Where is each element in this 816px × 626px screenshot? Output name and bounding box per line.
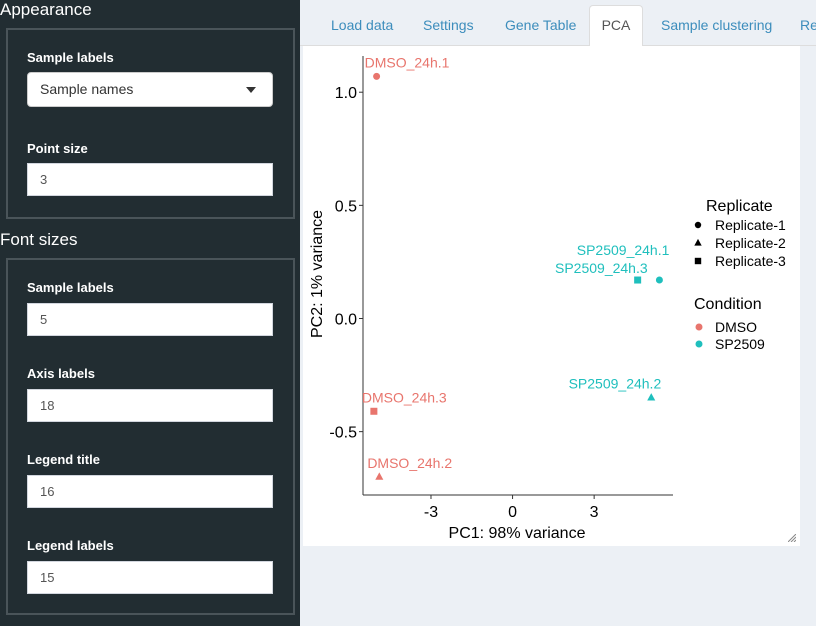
y-axis-label: PC2: 1% variance: [309, 210, 326, 338]
legend-condition-swatch: [695, 340, 703, 348]
x-tick-label: -3: [424, 504, 438, 521]
data-points: [370, 72, 663, 480]
sample-labels-label: Sample labels: [27, 50, 114, 65]
data-point: [647, 393, 656, 401]
resize-handle-icon[interactable]: [788, 534, 796, 542]
data-point: [373, 72, 381, 80]
legend-condition-title: Condition: [694, 296, 762, 313]
legend: Replicate Replicate-1Replicate-2Replicat…: [694, 198, 786, 352]
point-size-input[interactable]: 3: [27, 163, 273, 196]
tab-report[interactable]: Re: [800, 17, 816, 33]
data-point: [634, 276, 642, 284]
data-point: [655, 276, 663, 284]
chevron-down-icon: [246, 87, 256, 93]
tab-sample-clustering[interactable]: Sample clustering: [661, 17, 773, 33]
font-sample-labels-label: Sample labels: [27, 280, 114, 295]
legend-replicate-label: Replicate-3: [715, 253, 786, 269]
tab-settings[interactable]: Settings: [423, 17, 474, 33]
plot-axes: [362, 56, 673, 496]
point-label: DMSO_24h.3: [362, 389, 447, 405]
legend-circle-icon: [694, 221, 702, 229]
tab-bar: Load data Settings Gene Table PCA Sample…: [300, 0, 816, 47]
legend-triangle-icon: [694, 238, 702, 246]
x-axis-label: PC1: 98% variance: [449, 525, 586, 542]
point-label: DMSO_24h.1: [365, 54, 450, 70]
axis-labels-input[interactable]: 18: [27, 389, 273, 422]
pca-plot-panel: 1.0 0.5 0.0 -0.5 -3 0 3 DMSO_24h.1 DMSO_24h.2 D…: [303, 46, 800, 546]
legend-square-icon: [694, 257, 702, 265]
point-label: SP2509_24h.2: [569, 376, 662, 392]
font-sample-labels-input[interactable]: 5: [27, 303, 273, 336]
point-label: SP2509_24h.3: [555, 260, 648, 276]
legend-replicate-items: Replicate-1 Replicate-2 Replicate-3: [694, 217, 786, 269]
legend-title-input[interactable]: 16: [27, 475, 273, 508]
tab-pca[interactable]: PCA: [589, 5, 643, 47]
legend-condition-label: DMSO: [715, 319, 757, 335]
point-size-label: Point size: [27, 141, 88, 156]
appearance-panel: Sample labels Sample names Point size 3: [6, 28, 295, 219]
tab-gene-table[interactable]: Gene Table: [505, 17, 577, 33]
x-ticks: -3 0 3: [424, 495, 599, 521]
sample-labels-select[interactable]: Sample names: [27, 72, 273, 107]
sidebar: Appearance Sample labels Sample names Po…: [0, 0, 300, 626]
legend-condition-swatch: [695, 323, 703, 331]
font-sizes-panel: Sample labels 5 Axis labels 18 Legend ti…: [6, 258, 295, 615]
legend-title-label: Legend title: [27, 452, 100, 467]
legend-labels-label: Legend labels: [27, 538, 114, 553]
data-point: [370, 407, 378, 415]
y-tick-label: 1.0: [335, 85, 357, 102]
point-labels: DMSO_24h.1 DMSO_24h.2 DMSO_24h.3 SP2509_24h…: [362, 54, 670, 471]
y-ticks: 1.0 0.5 0.0 -0.5: [329, 85, 363, 442]
appearance-section-title: Appearance: [0, 0, 92, 19]
point-label: DMSO_24h.2: [367, 455, 452, 471]
y-tick-label: 0.5: [335, 198, 357, 215]
sample-labels-select-value: Sample names: [40, 81, 134, 97]
legend-replicate-label: Replicate-2: [715, 235, 786, 251]
font-sizes-section-title: Font sizes: [0, 230, 78, 249]
axis-labels-label: Axis labels: [27, 366, 95, 381]
legend-labels-input[interactable]: 15: [27, 561, 273, 594]
x-tick-label: 0: [508, 504, 517, 521]
legend-condition-label: SP2509: [715, 336, 765, 352]
data-point: [375, 472, 384, 480]
legend-replicate-label: Replicate-1: [715, 217, 786, 233]
x-tick-label: 3: [590, 504, 599, 521]
point-label: SP2509_24h.1: [577, 242, 670, 258]
y-tick-label: -0.5: [329, 425, 357, 442]
legend-replicate-title: Replicate: [706, 198, 773, 215]
pca-plot: 1.00.50.0-0.5 -3 0 3 DMSO_24h.1DMSO_24h.2D…: [309, 54, 786, 542]
tab-load-data[interactable]: Load data: [331, 17, 394, 33]
y-tick-label: 0.0: [335, 311, 357, 328]
